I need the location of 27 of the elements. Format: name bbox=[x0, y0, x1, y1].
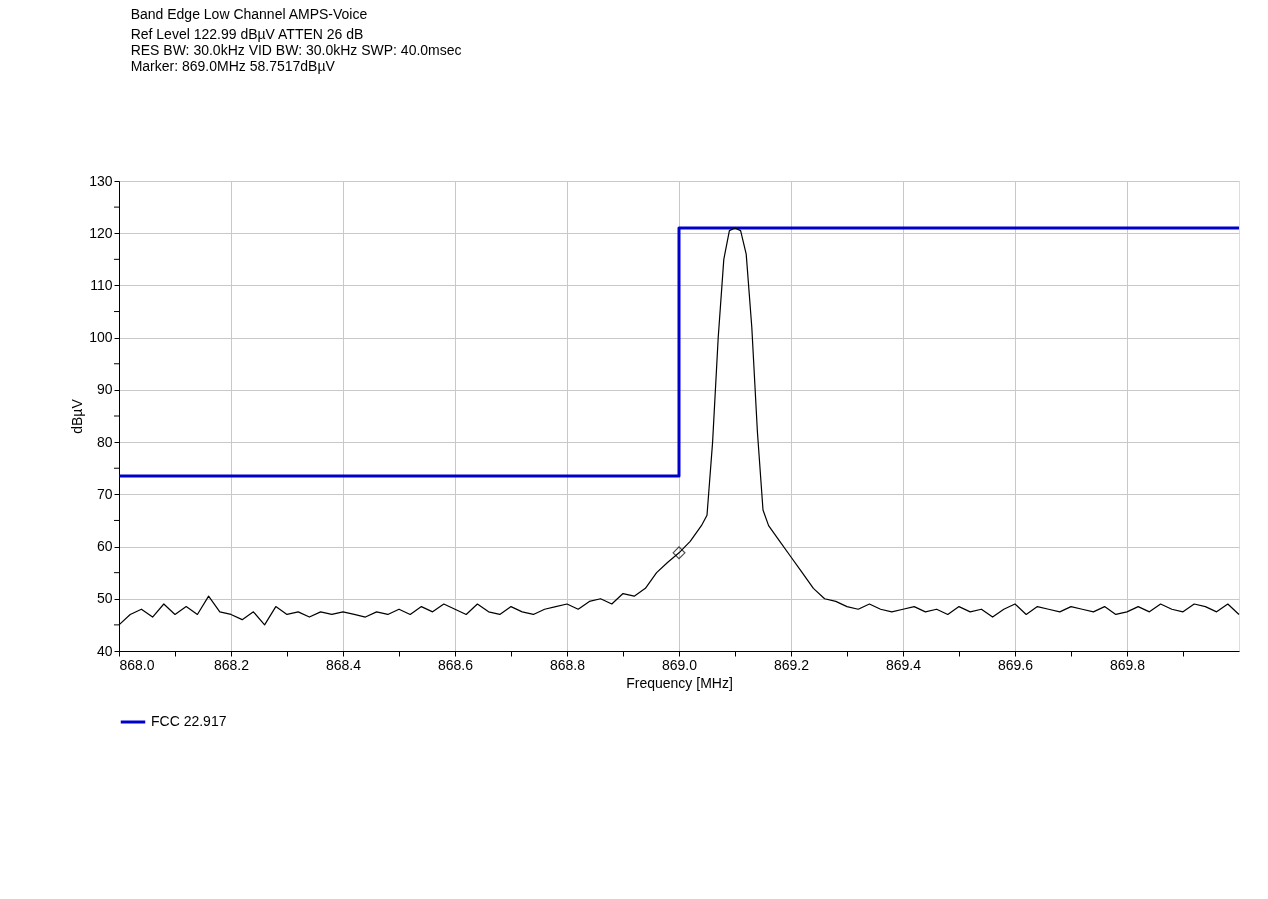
y-tick-label: 120 bbox=[89, 224, 113, 241]
x-tick-label: 868.6 bbox=[437, 656, 474, 673]
y-tick-label: 40 bbox=[96, 642, 113, 659]
y-tick-label: 70 bbox=[96, 485, 113, 502]
x-tick-label: 869.0 bbox=[661, 656, 698, 673]
x-tick-label: 869.4 bbox=[885, 656, 922, 673]
y-tick-label: 110 bbox=[90, 276, 113, 293]
x-tick-label: 869.8 bbox=[1109, 656, 1146, 673]
x-tick-label: 868.8 bbox=[549, 656, 586, 673]
x-tick-label: 869.6 bbox=[997, 656, 1034, 673]
text: RES BW: 30.0kHz VID BW: 30.0kHz SWP: 40.0msec bbox=[130, 42, 462, 58]
x-tick-label: 868.2 bbox=[213, 656, 250, 673]
text: Ref Level 122.99 dBµV ATTEN 26 dB bbox=[130, 26, 364, 42]
y-tick-label: 100 bbox=[89, 329, 113, 346]
x-tick-label: 868.0 bbox=[119, 656, 155, 673]
y-tick-label: 90 bbox=[96, 381, 113, 398]
y-axis-title: dBµV bbox=[69, 398, 86, 434]
text: Marker: 869.0MHz 58.7517dBµV bbox=[130, 58, 336, 74]
x-axis-title: Frequency [MHz] bbox=[626, 674, 733, 691]
y-tick-label: 50 bbox=[96, 590, 113, 607]
y-tick-label: 80 bbox=[96, 433, 113, 450]
x-tick-label: 868.4 bbox=[325, 656, 362, 673]
x-tick-label: 869.2 bbox=[773, 656, 810, 673]
y-tick-label: 130 bbox=[89, 172, 113, 189]
chart-title: Band Edge Low Channel AMPS-Voice bbox=[130, 6, 368, 22]
y-tick-label: 60 bbox=[96, 538, 113, 555]
legend-label: FCC 22.917 bbox=[151, 713, 227, 729]
